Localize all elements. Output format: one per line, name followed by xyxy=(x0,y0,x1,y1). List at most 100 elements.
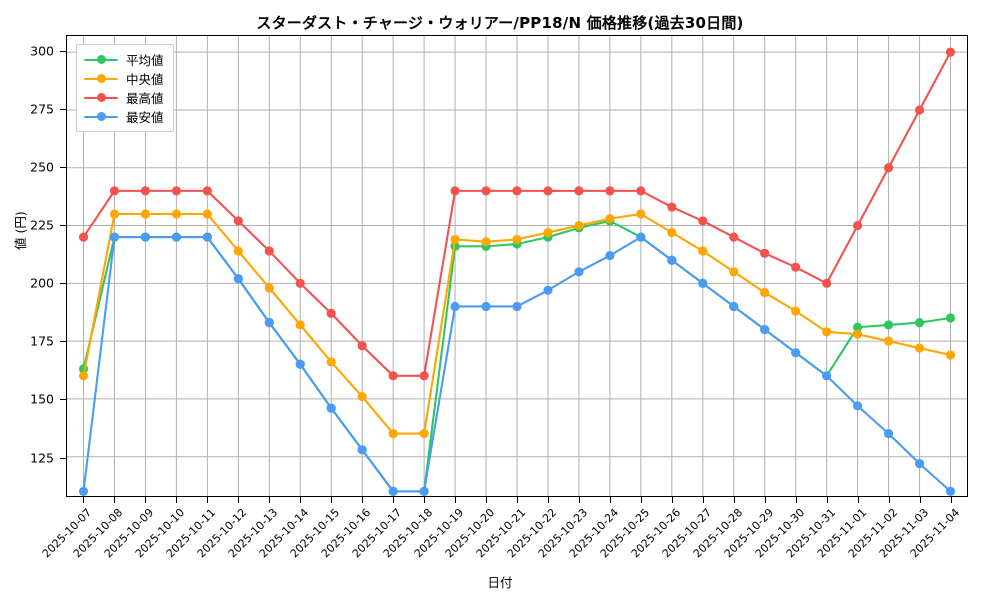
x-tick-mark xyxy=(206,497,208,503)
y-tick-mark xyxy=(60,399,66,401)
y-tick-label: 175 xyxy=(30,333,54,349)
x-tick-mark xyxy=(485,497,487,503)
y-tick-label: 125 xyxy=(30,450,54,466)
data-point xyxy=(512,186,522,196)
data-point xyxy=(574,186,584,196)
data-point xyxy=(326,308,336,318)
y-tick-mark xyxy=(60,457,66,459)
data-point xyxy=(853,329,863,339)
data-point xyxy=(636,209,646,219)
data-point xyxy=(512,234,522,244)
data-point xyxy=(822,327,832,337)
data-point xyxy=(853,401,863,411)
data-point xyxy=(450,234,460,244)
data-point xyxy=(605,251,615,261)
data-point xyxy=(450,186,460,196)
data-point xyxy=(481,237,491,247)
data-point xyxy=(233,216,243,226)
legend-marker-icon xyxy=(84,73,118,85)
x-tick-mark xyxy=(454,497,456,503)
x-tick-mark xyxy=(268,497,270,503)
y-axis-ticks: 125 150 175 200 225 250 275 300 xyxy=(0,0,66,600)
data-point xyxy=(791,262,801,272)
data-point xyxy=(945,350,956,360)
data-point xyxy=(914,343,925,353)
data-point xyxy=(419,486,429,496)
x-tick-mark xyxy=(672,497,674,503)
data-point xyxy=(605,186,615,196)
data-point xyxy=(574,267,584,277)
y-tick-label: 200 xyxy=(30,275,54,291)
x-tick-mark xyxy=(113,497,115,503)
series-3 xyxy=(78,47,956,381)
data-point xyxy=(914,105,925,115)
data-point xyxy=(914,459,925,469)
data-point xyxy=(264,246,274,256)
legend-label: 平均値 xyxy=(126,53,164,68)
x-tick-mark xyxy=(392,497,394,503)
data-point xyxy=(512,301,522,312)
data-point xyxy=(326,357,336,367)
x-tick-mark xyxy=(734,497,736,503)
x-tick-mark xyxy=(144,497,146,503)
x-tick-mark xyxy=(330,497,332,503)
data-point xyxy=(109,186,120,196)
x-tick-mark xyxy=(299,497,301,503)
x-tick-mark xyxy=(579,497,581,503)
legend-item-2[interactable]: 中央値 xyxy=(84,69,164,88)
x-tick-mark xyxy=(765,497,767,503)
x-tick-mark xyxy=(610,497,612,503)
chart-legend: 平均値 中央値 最高値 最安値 xyxy=(76,44,174,132)
x-axis-label: 日付 xyxy=(487,575,513,590)
x-tick-mark xyxy=(920,497,922,503)
data-point xyxy=(729,232,739,242)
data-point xyxy=(481,186,491,196)
data-point xyxy=(419,371,429,381)
data-point xyxy=(945,486,956,496)
data-point xyxy=(264,318,274,328)
data-point xyxy=(760,248,770,258)
x-tick-mark xyxy=(548,497,550,503)
data-point xyxy=(78,371,89,381)
data-point xyxy=(574,220,584,231)
data-point xyxy=(171,186,181,196)
data-point xyxy=(605,214,615,224)
data-point xyxy=(78,232,89,242)
y-tick-mark xyxy=(60,225,66,227)
data-point xyxy=(729,267,739,277)
x-tick-mark xyxy=(361,497,363,503)
data-point xyxy=(481,301,491,312)
data-point xyxy=(729,301,739,312)
data-point xyxy=(945,47,956,57)
data-point xyxy=(636,186,646,196)
data-point xyxy=(945,313,956,323)
x-tick-mark xyxy=(175,497,177,503)
data-point xyxy=(543,227,553,238)
data-point xyxy=(233,274,243,284)
legend-item-4[interactable]: 最安値 xyxy=(84,107,164,126)
data-point xyxy=(698,246,708,256)
data-point xyxy=(667,255,677,265)
x-tick-mark xyxy=(517,497,518,503)
plot-area xyxy=(66,35,968,497)
y-tick-label: 225 xyxy=(30,217,54,233)
data-point xyxy=(760,288,770,298)
data-point xyxy=(202,209,212,219)
x-tick-mark xyxy=(951,497,953,503)
data-point xyxy=(883,163,894,173)
data-point xyxy=(171,232,181,242)
legend-item-3[interactable]: 最高値 xyxy=(84,88,164,107)
data-point xyxy=(822,278,832,288)
data-point xyxy=(883,320,894,330)
legend-item-1[interactable]: 平均値 xyxy=(84,50,164,69)
x-tick-mark xyxy=(858,497,860,503)
y-tick-mark xyxy=(60,283,66,285)
data-point xyxy=(140,186,151,196)
data-point xyxy=(667,202,677,212)
data-point xyxy=(388,371,398,381)
data-point xyxy=(543,186,553,196)
y-tick-mark xyxy=(60,51,66,53)
data-point xyxy=(109,232,120,242)
data-point xyxy=(388,429,398,439)
x-tick-mark xyxy=(827,497,829,503)
